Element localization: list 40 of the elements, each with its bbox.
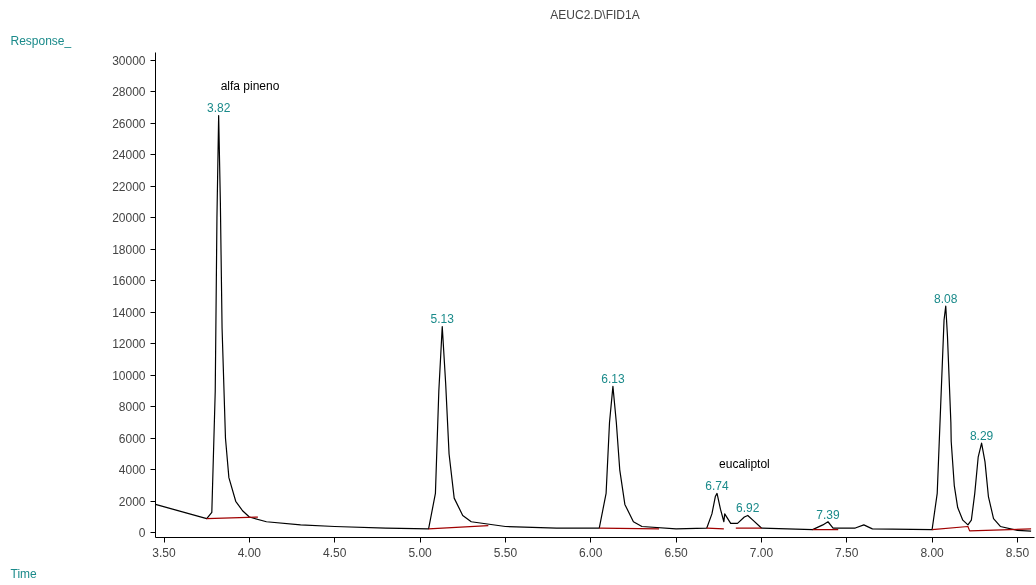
- x-tick-label: 5.00: [408, 545, 433, 560]
- x-tick-label: 6.00: [579, 545, 603, 560]
- x-tick-label: 7.50: [835, 545, 859, 560]
- y-tick-label: 8000: [118, 400, 146, 415]
- y-tick-label: 14000: [112, 305, 146, 320]
- y-tick-label: 4000: [118, 463, 146, 478]
- y-tick-label: 16000: [112, 274, 146, 289]
- text: Time: [10, 566, 38, 581]
- x-tick-label: 6.50: [664, 545, 689, 560]
- y-tick-label: 28000: [112, 85, 146, 100]
- x-tick-label: 7.00: [749, 545, 774, 560]
- annotation: 7.39: [816, 507, 840, 522]
- y-tick-label: 24000: [112, 148, 146, 163]
- chart-title: AEUC2.D\FID1A: [550, 7, 640, 22]
- annotation: alfa pineno: [220, 79, 280, 94]
- y-tick-label: 0: [138, 526, 146, 541]
- x-tick-label: 4.00: [237, 545, 262, 560]
- y-tick-label: 20000: [112, 211, 146, 226]
- x-tick-label: 3.50: [152, 545, 177, 560]
- y-tick-label: 22000: [112, 179, 146, 194]
- annotation: 8.29: [969, 429, 994, 444]
- y-axis-title: Response_: [10, 33, 72, 48]
- y-tick-label: 6000: [118, 431, 146, 446]
- x-tick-label: 8.00: [920, 545, 945, 560]
- annotation: eucaliptol: [719, 457, 770, 472]
- x-tick-label: 8.50: [1005, 545, 1030, 560]
- x-tick-label: 5.50: [493, 545, 518, 560]
- y-tick-label: 10000: [112, 368, 146, 383]
- x-tick-label: 4.50: [323, 545, 347, 560]
- annotation: 5.13: [430, 312, 455, 327]
- y-tick-label: 2000: [118, 494, 146, 509]
- annotation: 3.82: [206, 101, 231, 116]
- y-tick-label: 18000: [112, 242, 146, 257]
- y-tick-label: 26000: [112, 116, 146, 131]
- annotation: 6.13: [601, 372, 625, 387]
- annotation: 6.92: [736, 501, 760, 516]
- y-tick-label: 12000: [112, 337, 146, 352]
- annotation: 8.08: [934, 292, 958, 307]
- annotation: 6.74: [705, 479, 730, 494]
- y-tick-label: 30000: [112, 53, 146, 68]
